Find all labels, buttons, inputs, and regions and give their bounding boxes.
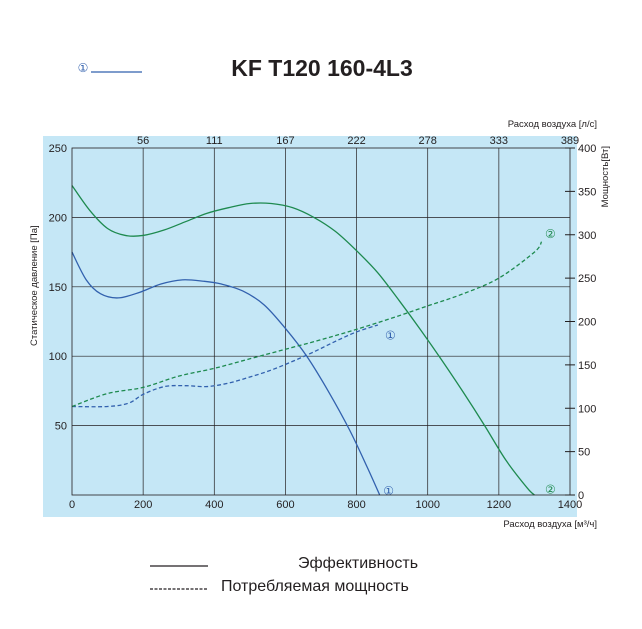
header-legend-sample: ① bbox=[78, 61, 142, 75]
series-group: ① ② ① ② bbox=[71, 185, 556, 498]
x-tick-label: 1400 bbox=[558, 499, 582, 511]
series-marker: ① bbox=[385, 328, 396, 342]
y-right-tick-label: 0 bbox=[578, 490, 584, 502]
x-axis-title: Расход воздуха [м³/ч] bbox=[503, 519, 597, 530]
y-tick-label: 50 bbox=[55, 421, 67, 433]
header-marker: ① bbox=[78, 61, 89, 75]
x-top-tick-label: 333 bbox=[490, 135, 508, 147]
chart-title: KF T120 160-4L3 bbox=[231, 55, 413, 81]
y-axis-right-title: Мощность[Вт] bbox=[600, 146, 611, 207]
x-tick-label: 600 bbox=[276, 499, 294, 511]
legend-solid-label: Эффективность bbox=[298, 555, 418, 572]
series-marker: ② bbox=[545, 482, 556, 496]
grid bbox=[72, 148, 570, 495]
series-marker: ② bbox=[545, 227, 556, 241]
x-top-tick-label: 278 bbox=[419, 135, 437, 147]
x-top-tick-label: 222 bbox=[347, 135, 365, 147]
x-top-tick-label: 111 bbox=[206, 135, 223, 147]
y-right-tick-label: 150 bbox=[578, 360, 596, 372]
y-right-tick-label: 300 bbox=[578, 230, 596, 242]
series-line-efficiency-2 bbox=[71, 185, 535, 496]
y-tick-label: 150 bbox=[49, 282, 67, 294]
x-top-tick-label: 56 bbox=[137, 135, 149, 147]
y-right-tick-label: 250 bbox=[578, 273, 596, 285]
y-tick-label: 100 bbox=[49, 351, 67, 363]
series-marker: ① bbox=[383, 484, 394, 498]
x-tick-label: 200 bbox=[134, 499, 152, 511]
x-top-tick-label: 389 bbox=[561, 135, 579, 147]
y-tick-label: 200 bbox=[49, 212, 67, 224]
legend-dashed-label: Потребляемая мощность bbox=[221, 578, 409, 595]
series-line-efficiency-1 bbox=[71, 251, 381, 496]
x-top-tick-label: 167 bbox=[276, 135, 294, 147]
x-tick-label: 1200 bbox=[487, 499, 511, 511]
y-right-tick-label: 100 bbox=[578, 403, 596, 415]
y-right-tick-label: 50 bbox=[578, 447, 590, 459]
x-tick-label: 800 bbox=[347, 499, 365, 511]
series-line-power-3 bbox=[71, 324, 379, 408]
legend: Эффективность Потребляемая мощность bbox=[150, 555, 418, 595]
x-tick-label: 400 bbox=[205, 499, 223, 511]
x-tick-label: 1000 bbox=[415, 499, 439, 511]
y-right-tick-label: 200 bbox=[578, 317, 596, 329]
y-right-tick-label: 350 bbox=[578, 186, 596, 198]
x-tick-label: 0 bbox=[69, 499, 75, 511]
y-tick-label: 250 bbox=[49, 143, 67, 155]
y-right-tick-label: 400 bbox=[578, 143, 596, 155]
series-line-power-4 bbox=[71, 241, 543, 408]
x-axis-top-title: Расход воздуха [л/с] bbox=[508, 119, 597, 130]
plot-area bbox=[43, 136, 577, 517]
y-axis-title: Статическое давление [Па] bbox=[29, 225, 40, 346]
